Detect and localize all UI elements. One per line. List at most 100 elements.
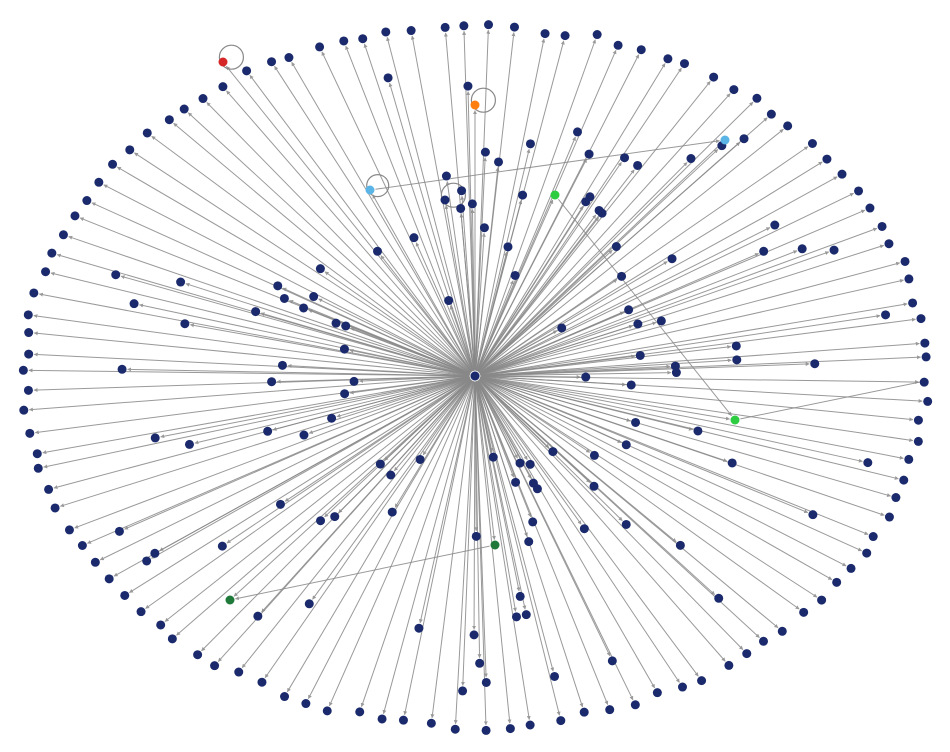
outer-node bbox=[156, 620, 165, 629]
inner-node bbox=[316, 516, 325, 525]
edge bbox=[34, 316, 470, 376]
inner-node bbox=[668, 254, 677, 263]
inner-node bbox=[253, 612, 262, 621]
outer-node bbox=[899, 476, 908, 485]
outer-node bbox=[24, 328, 33, 337]
outer-node bbox=[358, 34, 367, 43]
inner-node bbox=[482, 678, 491, 687]
inner-node bbox=[693, 426, 702, 435]
outer-node bbox=[561, 31, 570, 40]
edge bbox=[558, 199, 731, 415]
outer-node bbox=[65, 525, 74, 534]
lightblue-right bbox=[721, 136, 730, 145]
outer-node bbox=[822, 155, 831, 164]
inner-node bbox=[386, 470, 395, 479]
outer-node bbox=[614, 41, 623, 50]
outer-node bbox=[891, 493, 900, 502]
inner-node bbox=[472, 532, 481, 541]
outer-node bbox=[91, 558, 100, 567]
inner-node bbox=[457, 186, 466, 195]
outer-node bbox=[920, 378, 929, 387]
edge bbox=[60, 378, 469, 507]
inner-node bbox=[316, 264, 325, 273]
outer-node bbox=[19, 406, 28, 415]
inner-node bbox=[463, 82, 472, 91]
edge bbox=[390, 83, 474, 371]
inner-node bbox=[657, 316, 666, 325]
outer-node bbox=[541, 29, 550, 38]
inner-node bbox=[590, 451, 599, 460]
inner-node bbox=[414, 624, 423, 633]
outer-node bbox=[922, 352, 931, 361]
inner-node bbox=[470, 630, 479, 639]
inner-node bbox=[251, 307, 260, 316]
darkgreen-a bbox=[491, 541, 500, 550]
inner-node bbox=[617, 272, 626, 281]
inner-node bbox=[759, 247, 768, 256]
green-upper bbox=[551, 191, 560, 200]
outer-node bbox=[885, 513, 894, 522]
outer-node bbox=[105, 574, 114, 583]
outer-node bbox=[29, 288, 38, 297]
inner-node bbox=[881, 310, 890, 319]
nodes-layer bbox=[19, 20, 932, 735]
inner-node bbox=[714, 594, 723, 603]
outer-node bbox=[120, 591, 129, 600]
outer-node bbox=[24, 386, 33, 395]
green-mid bbox=[731, 416, 740, 425]
outer-node bbox=[526, 720, 535, 729]
outer-node bbox=[593, 30, 602, 39]
outer-node bbox=[441, 23, 450, 32]
edge bbox=[476, 381, 559, 715]
inner-node bbox=[671, 362, 680, 371]
outer-node bbox=[484, 20, 493, 29]
edge bbox=[480, 379, 817, 597]
inner-node bbox=[376, 460, 385, 469]
outer-node bbox=[663, 54, 672, 63]
inner-node bbox=[676, 541, 685, 550]
inner-node bbox=[550, 672, 559, 681]
edge bbox=[479, 162, 687, 372]
outer-node bbox=[143, 128, 152, 137]
inner-node bbox=[524, 537, 533, 546]
outer-node bbox=[783, 121, 792, 130]
inner-node bbox=[180, 319, 189, 328]
inner-node bbox=[830, 246, 839, 255]
outer-node bbox=[355, 707, 364, 716]
outer-node bbox=[680, 59, 689, 68]
edge bbox=[480, 379, 846, 566]
outer-node bbox=[908, 298, 917, 307]
inner-node bbox=[511, 271, 520, 280]
outer-node bbox=[869, 532, 878, 541]
inner-node bbox=[456, 204, 465, 213]
inner-node bbox=[442, 172, 451, 181]
inner-node bbox=[573, 127, 582, 136]
inner-node bbox=[332, 319, 341, 328]
outer-node bbox=[41, 267, 50, 276]
outer-node bbox=[482, 726, 491, 735]
outer-node bbox=[916, 314, 925, 323]
outer-node bbox=[78, 541, 87, 550]
edge bbox=[480, 316, 880, 376]
inner-node bbox=[150, 549, 159, 558]
outer-node bbox=[451, 725, 460, 734]
outer-node bbox=[218, 82, 227, 91]
edge bbox=[480, 377, 862, 461]
outer-node bbox=[24, 350, 33, 359]
edge bbox=[420, 381, 474, 622]
inner-node bbox=[340, 345, 349, 354]
outer-node bbox=[315, 42, 324, 51]
outer-node bbox=[242, 66, 251, 75]
inner-node bbox=[612, 242, 621, 251]
outer-node bbox=[378, 714, 387, 723]
inner-node bbox=[598, 209, 607, 218]
inner-node bbox=[585, 192, 594, 201]
outer-node bbox=[709, 73, 718, 82]
inner-node bbox=[341, 321, 350, 330]
outer-node bbox=[257, 678, 266, 687]
inner-node bbox=[526, 460, 535, 469]
outer-node bbox=[637, 45, 646, 54]
inner-node bbox=[581, 373, 590, 382]
inner-node bbox=[548, 447, 557, 456]
inner-node bbox=[633, 161, 642, 170]
